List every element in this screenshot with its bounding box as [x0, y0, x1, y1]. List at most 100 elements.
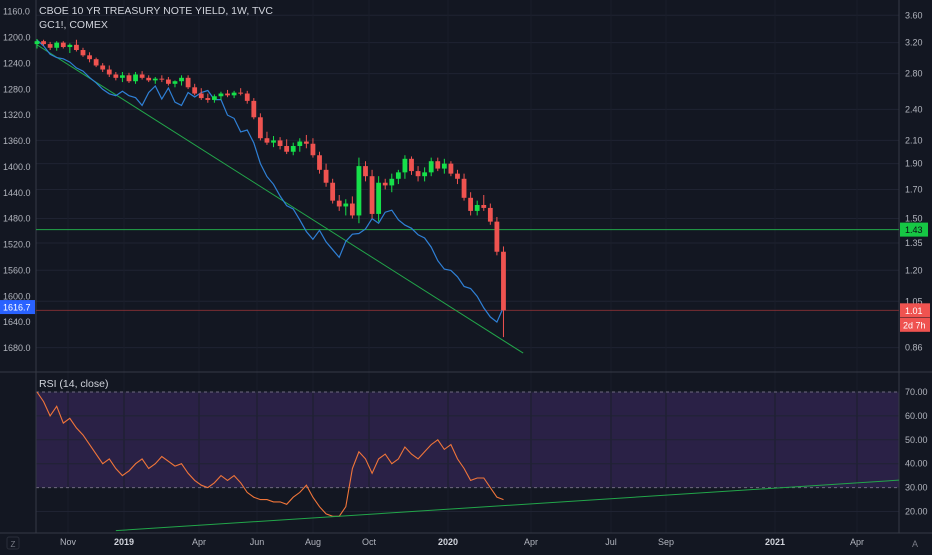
candle: [290, 142, 296, 156]
candle-body: [179, 77, 184, 82]
candle: [34, 39, 40, 49]
candle-body: [317, 155, 322, 170]
candle-body: [74, 44, 79, 51]
right-tick-label: 2.80: [905, 69, 923, 79]
candle: [356, 157, 362, 224]
candle-body: [277, 140, 283, 147]
rsi-line: [36, 391, 504, 517]
candle: [60, 41, 66, 49]
candle: [343, 199, 349, 216]
right-tick-label: 1.05: [905, 296, 923, 306]
candle: [93, 57, 99, 68]
x-tick-label: 2021: [765, 537, 785, 547]
overlay-legend: GC1!, COMEX: [39, 19, 108, 31]
candle: [80, 47, 86, 57]
left-tick-label: 1560.0: [3, 265, 31, 275]
candle: [284, 139, 290, 155]
candle: [205, 93, 211, 103]
candle: [494, 216, 500, 256]
candle-body: [363, 166, 368, 177]
candle-body: [376, 182, 382, 214]
candle-body: [415, 171, 421, 177]
candle-body: [185, 77, 191, 88]
candle: [225, 89, 230, 98]
rsi-tick-label: 40.00: [905, 459, 928, 469]
right-tick-label: 3.20: [905, 38, 923, 48]
overlay-line: [36, 39, 505, 324]
auto-scale-label: A: [912, 539, 918, 549]
left-tick-label: 1200.0: [3, 33, 31, 43]
candle: [47, 41, 53, 51]
candle-body: [80, 50, 86, 56]
x-tick-label: Jun: [250, 537, 265, 547]
candle: [198, 88, 204, 100]
candle: [461, 173, 467, 201]
candle: [218, 91, 224, 100]
candle-body: [264, 138, 270, 143]
candle: [120, 71, 125, 83]
candle: [264, 131, 270, 145]
candle: [238, 88, 244, 96]
candle-body: [422, 172, 428, 177]
candle: [54, 41, 60, 51]
candle-body: [297, 141, 303, 147]
candle-body: [139, 74, 145, 78]
right-tick-label: 1.50: [905, 214, 923, 224]
candle-body: [218, 93, 224, 97]
right-tick-label: 1.35: [905, 238, 923, 248]
candle-body: [120, 75, 125, 78]
candle-body: [349, 203, 355, 216]
candle: [389, 173, 395, 193]
right-tick-label: 1.70: [905, 184, 923, 194]
candle-body: [330, 182, 336, 201]
left-tick-label: 1400.0: [3, 162, 31, 172]
candle: [448, 161, 454, 177]
candle-body: [152, 78, 158, 81]
reset-zoom-button[interactable]: [6, 536, 20, 550]
candle: [474, 200, 480, 216]
candle-body: [369, 176, 375, 214]
candle-body: [106, 69, 112, 75]
candle: [441, 158, 447, 174]
candle-body: [455, 173, 460, 179]
candle: [376, 176, 382, 222]
candle: [172, 80, 178, 88]
candle: [317, 151, 322, 174]
rsi-legend: RSI (14, close): [39, 378, 109, 390]
candle: [271, 136, 276, 148]
right-tick-label: 1.20: [905, 265, 923, 275]
badge-countdown-label: 2d 7h: [903, 320, 926, 330]
candle: [336, 194, 342, 211]
candle-body: [244, 93, 250, 101]
left-tick-label: 1480.0: [3, 214, 31, 224]
candle-body: [310, 143, 316, 156]
trendline: [36, 44, 524, 354]
candle: [166, 76, 171, 86]
candle-body: [395, 172, 401, 179]
candle-body: [238, 92, 244, 94]
candle-body: [409, 158, 414, 172]
candle-body: [428, 161, 434, 173]
candle-body: [461, 178, 467, 198]
candle: [179, 75, 184, 86]
candle-body: [41, 41, 46, 45]
candle: [303, 134, 309, 149]
x-tick-label: Apr: [850, 537, 864, 547]
candle: [126, 72, 132, 83]
candle-body: [211, 96, 217, 100]
candle-body: [284, 146, 290, 152]
left-tick-label: 1280.0: [3, 84, 31, 94]
candle: [349, 196, 355, 219]
right-tick-label: 2.10: [905, 135, 923, 145]
x-tick-label: 2020: [438, 537, 458, 547]
candle-body: [60, 42, 66, 48]
candle-body: [343, 203, 349, 207]
candle-body: [100, 65, 106, 70]
candle: [402, 155, 408, 179]
candle: [435, 157, 441, 172]
candle: [152, 76, 158, 84]
right-tick-label: 1.90: [905, 159, 923, 169]
candle-body: [494, 221, 500, 252]
